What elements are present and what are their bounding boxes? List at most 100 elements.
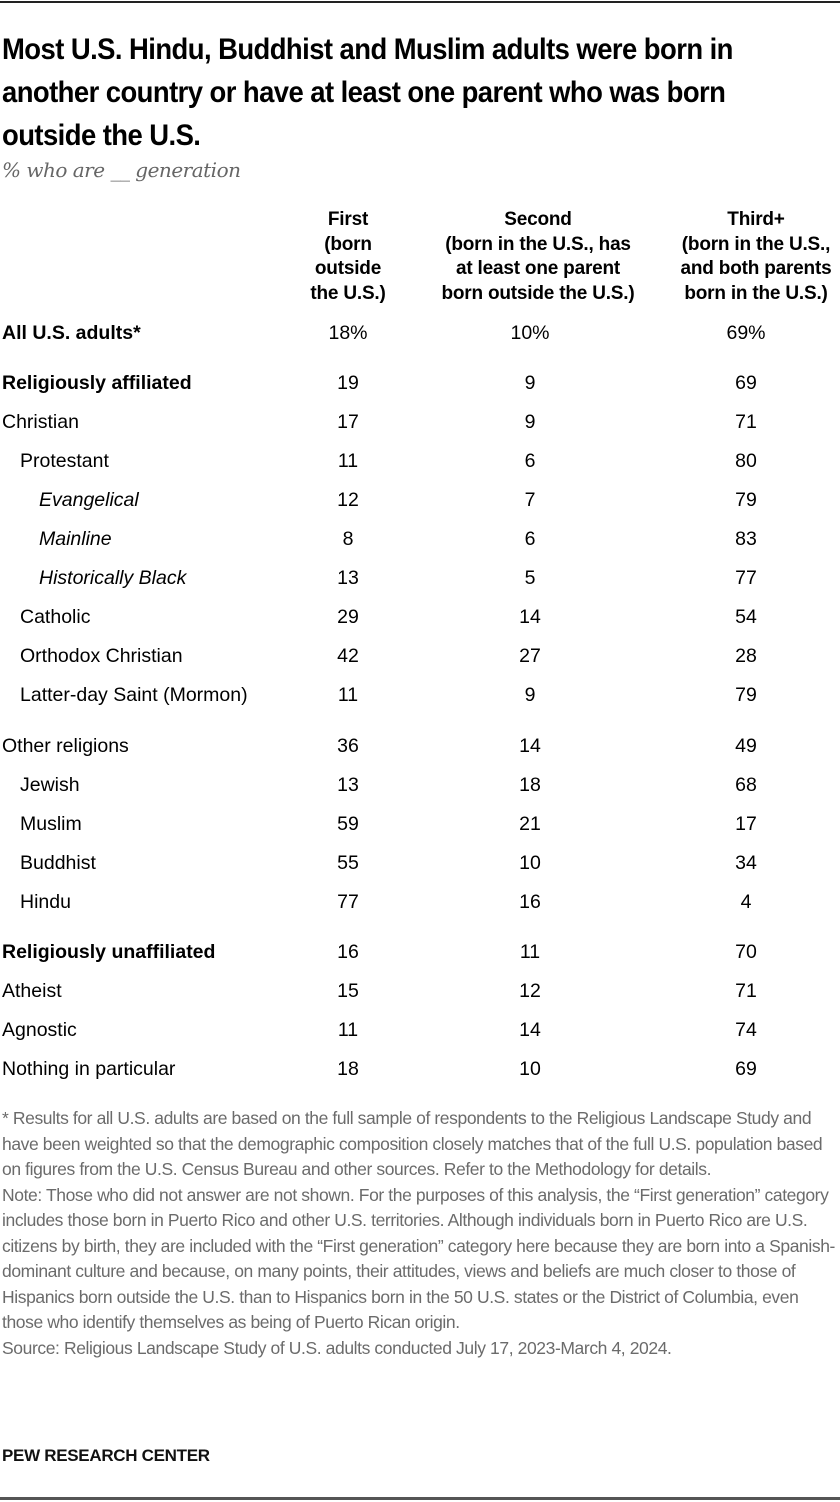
row-label: Hindu [20,891,71,913]
row-label: Nothing in particular [2,1058,176,1080]
column-header-line: and both parents [680,258,832,279]
row-label: Other religions [2,735,129,757]
value-second: 10% [510,322,550,344]
value-first: 18 [337,1058,359,1080]
value-second: 14 [519,606,541,628]
value-first: 29 [337,606,359,628]
value-third: 79 [735,684,757,706]
column-header-line: (born in the U.S., [681,233,831,255]
row-label: Religiously unaffiliated [2,941,216,963]
value-first: 18% [328,322,368,344]
table-row-atheist: Atheist 15 12 71 [0,980,840,1010]
row-label: Evangelical [39,489,139,511]
row-label: Catholic [20,606,91,628]
value-third: 79 [735,489,757,511]
value-second: 10 [519,852,541,874]
table-row-all-adults: All U.S. adults* 18% 10% 69% [0,322,840,352]
value-second: 9 [524,411,536,433]
row-label: Atheist [2,980,62,1002]
row-label: Muslim [20,813,82,835]
table-row-hindu: Hindu 77 16 4 [0,891,840,921]
value-first: 8 [342,528,354,550]
column-header-line: at least one parent [455,258,621,279]
table-row-evangelical: Evangelical 12 7 79 [0,489,840,519]
value-third: 77 [735,567,757,589]
value-first: 55 [337,852,359,874]
value-first: 36 [337,735,359,757]
value-second: 11 [519,941,541,963]
value-second: 18 [519,774,541,796]
value-second: 7 [524,489,536,511]
value-third: 69 [735,1058,757,1080]
value-first: 11 [337,1019,359,1041]
value-third: 71 [735,980,757,1002]
row-label: All U.S. adults* [2,322,141,344]
value-second: 9 [524,372,536,394]
value-third: 68 [735,774,757,796]
column-header-line: born outside the U.S.) [441,282,635,304]
value-third: 28 [735,645,757,667]
table-row-other-religions: Other religions 36 14 49 [0,735,840,765]
value-second: 6 [524,450,536,472]
table-row-muslim: Muslim 59 21 17 [0,813,840,843]
footnotes: * Results for all U.S. adults are based … [2,1106,838,1361]
table-row-religiously-affiliated: Religiously affiliated 19 9 69 [0,372,840,402]
value-third: 17 [735,813,757,835]
value-first: 16 [337,941,359,963]
table-row-catholic: Catholic 29 14 54 [0,606,840,636]
value-second: 5 [524,567,536,589]
value-first: 77 [337,891,359,913]
table-row-orthodox-christian: Orthodox Christian 42 27 28 [0,645,840,675]
value-first: 17 [337,411,359,433]
column-header-third: Third+ (born in the U.S., and both paren… [672,208,840,306]
value-third: 69 [735,372,757,394]
row-label: Jewish [20,774,80,796]
table-row-buddhist: Buddhist 55 10 34 [0,852,840,882]
column-header-line: (born [324,233,372,255]
value-second: 9 [524,684,536,706]
value-third: 49 [735,735,757,757]
value-first: 11 [337,450,359,472]
value-first: 12 [337,489,359,511]
table-row-religiously-unaffiliated: Religiously unaffiliated 16 11 70 [0,941,840,971]
value-second: 27 [519,645,541,667]
table-row-jewish: Jewish 13 18 68 [0,774,840,804]
row-label: Historically Black [39,567,187,589]
methodology-note: Note: Those who did not answer are not s… [2,1184,835,1333]
value-third: 4 [740,891,752,913]
column-header-line: Third+ [727,209,785,230]
value-third: 83 [735,528,757,550]
value-second: 14 [519,735,541,757]
value-third: 74 [735,1019,757,1041]
value-second: 14 [519,1019,541,1041]
value-second: 21 [519,813,541,835]
value-first: 15 [337,980,359,1002]
top-rule [0,1,840,3]
row-label: Christian [2,411,79,433]
table-row-nothing-in-particular: Nothing in particular 18 10 69 [0,1058,840,1088]
asterisk-note: * Results for all U.S. adults are based … [2,1108,823,1179]
column-header-first: First (born outside the U.S.) [300,208,396,306]
value-first: 19 [337,372,359,394]
row-label: Agnostic [2,1019,77,1041]
column-header-line: outside [314,258,382,279]
value-first: 11 [337,684,359,706]
column-header-line: the U.S.) [310,282,386,304]
table-row-christian: Christian 17 9 71 [0,411,840,441]
pew-research-center-logo: PEW RESEARCH CENTER [2,1446,210,1465]
column-header-line: born in the U.S.) [684,282,828,304]
column-header-line: First [327,209,369,230]
row-label: Religiously affiliated [2,372,192,394]
value-second: 16 [519,891,541,913]
row-label: Orthodox Christian [20,645,183,667]
chart-subtitle: % who are __ generation [2,158,241,182]
table-row-latter-day-saint: Latter-day Saint (Mormon) 11 9 79 [0,684,840,714]
table-row-historically-black: Historically Black 13 5 77 [0,567,840,597]
table-row-agnostic: Agnostic 11 14 74 [0,1019,840,1049]
value-third: 70 [735,941,757,963]
value-third: 71 [735,411,757,433]
value-third: 69% [726,322,766,344]
chart-title: Most U.S. Hindu, Buddhist and Muslim adu… [2,33,733,152]
table-row-mainline: Mainline 8 6 83 [0,528,840,558]
row-label: Mainline [39,528,112,550]
